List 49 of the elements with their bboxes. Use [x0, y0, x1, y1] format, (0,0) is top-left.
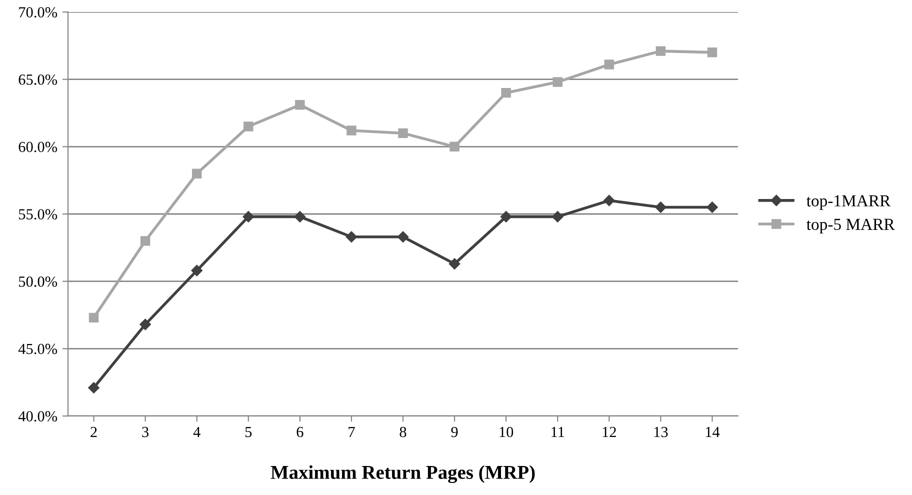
point — [88, 312, 99, 323]
x-tick-label: 14 — [706, 426, 720, 438]
y-tick-label: 40.0% — [18, 411, 58, 422]
point — [140, 318, 151, 330]
y-tick-label: 45.0% — [18, 344, 58, 354]
point — [242, 211, 254, 222]
point — [346, 126, 356, 136]
point — [397, 231, 409, 242]
x-tick-label: 10 — [500, 426, 514, 438]
point — [552, 211, 564, 222]
point — [604, 194, 615, 206]
x-tick-label: 9 — [451, 426, 458, 438]
point — [192, 168, 202, 178]
point — [604, 60, 614, 70]
y-tick-label: 60.0% — [18, 142, 58, 152]
point — [140, 236, 150, 246]
point — [450, 142, 460, 152]
point — [294, 211, 306, 222]
y-tick-label: 70.0% — [19, 7, 58, 18]
point — [500, 211, 512, 222]
y-tick-label: 55.0% — [19, 209, 58, 220]
x-tick-label: 13 — [654, 426, 668, 438]
point — [448, 258, 460, 270]
point — [88, 382, 100, 394]
x-tick-label: 6 — [296, 426, 304, 438]
point — [244, 122, 254, 132]
x-axis-title: Maximum Return Pages (MRP) — [270, 465, 535, 484]
x-tick-label: 7 — [348, 427, 355, 438]
x-tick-label: 4 — [193, 426, 200, 438]
point — [346, 231, 358, 242]
point — [501, 88, 511, 98]
x-tick-label: 5 — [245, 427, 252, 438]
x-tick-label: 8 — [400, 426, 406, 438]
y-tick-label: 50.0% — [19, 276, 58, 287]
x-tick-label: 2 — [90, 426, 97, 438]
point — [655, 202, 666, 213]
y-tick-label: 65.0% — [18, 74, 58, 85]
x-tick-label: 11 — [552, 426, 564, 438]
point — [191, 264, 202, 276]
point — [707, 48, 718, 58]
point — [295, 100, 305, 110]
point — [552, 77, 562, 87]
point — [656, 46, 666, 56]
x-tick-label: 12 — [602, 426, 616, 438]
legend-label: top-1MARR — [806, 195, 891, 210]
legend-label: top-5 MARR — [806, 218, 895, 234]
x-tick-label: 3 — [142, 426, 149, 438]
point — [706, 202, 718, 213]
point — [398, 128, 408, 138]
